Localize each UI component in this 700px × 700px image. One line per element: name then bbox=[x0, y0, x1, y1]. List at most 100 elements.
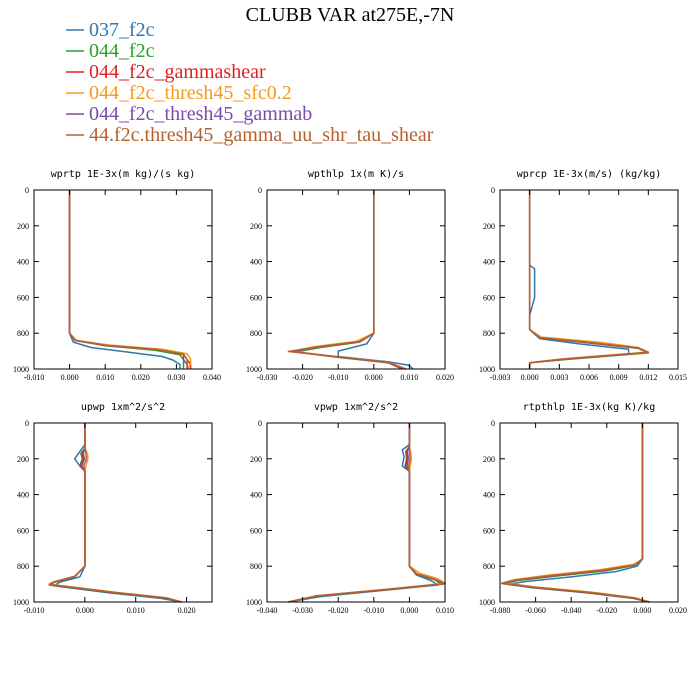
chart-panel: wpthlp 1x(m K)/s -0.030 -0.020 -0.010 0.000 0… bbox=[246, 169, 454, 382]
x-tick-label: 0.003 bbox=[550, 373, 568, 382]
x-tick-label: 0.000 bbox=[365, 373, 383, 382]
x-tick-label: -0.010 bbox=[363, 606, 384, 615]
legend-label: 044_f2c_thresh45_gammab bbox=[89, 103, 312, 125]
x-tick-label: 0.000 bbox=[400, 606, 418, 615]
y-tick-label: 400 bbox=[483, 491, 495, 500]
x-tick-label: 0.015 bbox=[669, 373, 687, 382]
y-tick-label: 400 bbox=[250, 491, 262, 500]
y-tick-label: 0 bbox=[491, 419, 495, 428]
legend-label: 044_f2c_thresh45_sfc0.2 bbox=[89, 82, 292, 104]
y-tick-label: 400 bbox=[17, 491, 29, 500]
x-tick-label: -0.010 bbox=[328, 373, 349, 382]
series-line bbox=[68, 190, 188, 369]
x-tick-label: 0.020 bbox=[436, 373, 454, 382]
x-tick-label: 0.010 bbox=[436, 606, 454, 615]
y-tick-label: 200 bbox=[483, 455, 495, 464]
series-line bbox=[528, 190, 650, 369]
y-tick-label: 200 bbox=[17, 455, 29, 464]
x-tick-label: -0.080 bbox=[490, 606, 511, 615]
figure-title: CLUBB VAR at275E,-7N bbox=[246, 4, 455, 26]
chart-panel: rtpthlp 1E-3x(kg K)/kg -0.080 -0.060 -0.040… bbox=[479, 402, 687, 615]
y-tick-label: 0 bbox=[258, 186, 262, 195]
y-tick-label: 600 bbox=[483, 293, 495, 302]
y-tick-label: 1000 bbox=[479, 365, 495, 374]
series-line bbox=[287, 190, 407, 370]
legend-label: 044_f2c_gammashear bbox=[89, 61, 266, 83]
x-tick-label: 0.000 bbox=[521, 373, 539, 382]
panels: wprtp 1E-3x(m kg)/(s kg) -0.010 0.000 0.010… bbox=[13, 169, 687, 615]
y-tick-label: 800 bbox=[250, 329, 262, 338]
x-tick-label: -0.020 bbox=[596, 606, 617, 615]
y-tick-label: 800 bbox=[17, 329, 29, 338]
y-tick-label: 1000 bbox=[246, 365, 262, 374]
y-tick-label: 1000 bbox=[13, 598, 29, 607]
x-tick-label: 0.000 bbox=[76, 606, 94, 615]
y-tick-label: 200 bbox=[483, 222, 495, 231]
y-tick-label: 0 bbox=[258, 419, 262, 428]
plot-frame bbox=[266, 189, 446, 370]
x-tick-label: -0.020 bbox=[292, 373, 313, 382]
y-tick-label: 400 bbox=[483, 258, 495, 267]
y-tick-label: 600 bbox=[17, 293, 29, 302]
x-tick-label: -0.030 bbox=[292, 606, 313, 615]
panel-title: wprtp 1E-3x(m kg)/(s kg) bbox=[51, 169, 196, 180]
y-tick-label: 1000 bbox=[479, 598, 495, 607]
y-tick-label: 600 bbox=[17, 526, 29, 535]
x-tick-label: -0.010 bbox=[24, 373, 45, 382]
panel-title: rtpthlp 1E-3x(kg K)/kg bbox=[523, 402, 655, 413]
chart-panel: vpwp 1xm^2/s^2 -0.040 -0.030 -0.020 -0.010 0.… bbox=[246, 402, 454, 615]
x-tick-label: -0.010 bbox=[24, 606, 45, 615]
legend-label: 037_f2c bbox=[89, 19, 155, 41]
series-line bbox=[501, 423, 650, 603]
y-tick-label: 600 bbox=[250, 293, 262, 302]
x-tick-label: 0.010 bbox=[400, 373, 418, 382]
y-tick-label: 0 bbox=[25, 186, 29, 195]
chart-panel: wprcp 1E-3x(m/s) (kg/kg) -0.003 0.000 0.003… bbox=[479, 169, 687, 382]
x-tick-label: 0.000 bbox=[61, 373, 79, 382]
y-tick-label: 800 bbox=[250, 562, 262, 571]
x-tick-label: -0.030 bbox=[257, 373, 278, 382]
x-tick-label: -0.040 bbox=[257, 606, 278, 615]
x-tick-label: 0.009 bbox=[610, 373, 628, 382]
y-tick-label: 1000 bbox=[246, 598, 262, 607]
y-tick-label: 400 bbox=[250, 258, 262, 267]
y-tick-label: 200 bbox=[17, 222, 29, 231]
x-tick-label: -0.003 bbox=[490, 373, 511, 382]
x-tick-label: -0.060 bbox=[525, 606, 546, 615]
plot-frame bbox=[499, 422, 679, 603]
panel-title: vpwp 1xm^2/s^2 bbox=[314, 402, 398, 413]
plot-frame bbox=[33, 422, 213, 603]
x-tick-label: 0.020 bbox=[178, 606, 196, 615]
x-tick-label: 0.006 bbox=[580, 373, 598, 382]
legend-label: 44.f2c.thresh45_gamma_uu_shr_tau_shear bbox=[89, 124, 434, 146]
y-tick-label: 800 bbox=[483, 562, 495, 571]
series-line bbox=[48, 423, 182, 603]
y-tick-label: 800 bbox=[17, 562, 29, 571]
y-tick-label: 600 bbox=[250, 526, 262, 535]
x-tick-label: -0.020 bbox=[328, 606, 349, 615]
plot-frame bbox=[33, 189, 213, 370]
x-tick-label: 0.000 bbox=[633, 606, 651, 615]
y-tick-label: 400 bbox=[17, 258, 29, 267]
x-tick-label: 0.030 bbox=[167, 373, 185, 382]
x-tick-label: 0.010 bbox=[96, 373, 114, 382]
series-line bbox=[288, 423, 446, 603]
chart-panel: wprtp 1E-3x(m kg)/(s kg) -0.010 0.000 0.010… bbox=[13, 169, 221, 382]
x-tick-label: 0.040 bbox=[203, 373, 221, 382]
panel-title: wpthlp 1x(m K)/s bbox=[308, 169, 404, 180]
legend-label: 044_f2c bbox=[89, 40, 155, 62]
y-tick-label: 1000 bbox=[13, 365, 29, 374]
x-tick-label: 0.010 bbox=[127, 606, 145, 615]
x-tick-label: -0.040 bbox=[561, 606, 582, 615]
y-tick-label: 600 bbox=[483, 526, 495, 535]
plot-frame bbox=[266, 422, 446, 603]
y-tick-label: 800 bbox=[483, 329, 495, 338]
x-tick-label: 0.020 bbox=[132, 373, 150, 382]
panel-title: upwp 1xm^2/s^2 bbox=[81, 402, 165, 413]
chart-panel: upwp 1xm^2/s^2 -0.010 0.000 0.010 0.020 0 200 4… bbox=[13, 402, 213, 615]
x-tick-label: 0.020 bbox=[669, 606, 687, 615]
y-tick-label: 0 bbox=[491, 186, 495, 195]
x-tick-label: 0.012 bbox=[639, 373, 657, 382]
y-tick-label: 0 bbox=[25, 419, 29, 428]
